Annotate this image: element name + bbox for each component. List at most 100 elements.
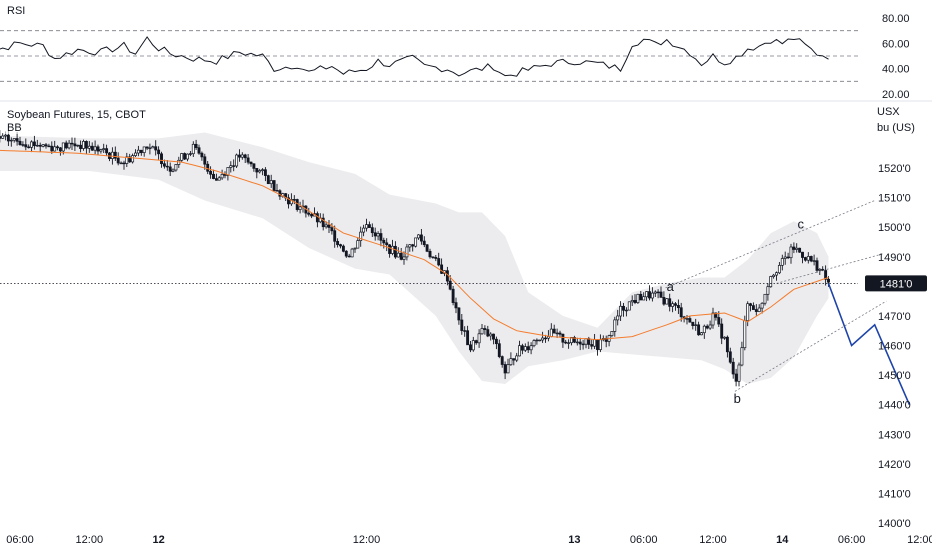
time-tick-label: 13 <box>568 534 580 546</box>
candle-body <box>535 339 539 342</box>
price-tick-label: 1470'0 <box>878 311 911 323</box>
candle-body <box>827 278 830 283</box>
candle-body <box>188 153 192 155</box>
candle-body <box>546 336 550 339</box>
candle-body <box>160 153 163 165</box>
candle-body <box>362 227 366 233</box>
candle-body <box>359 231 363 241</box>
candle-body <box>258 170 262 173</box>
candle-body <box>700 332 703 336</box>
candle-body <box>235 154 239 167</box>
candle-body <box>82 141 85 149</box>
candle-body <box>751 305 755 310</box>
candle-body <box>457 307 461 321</box>
candle-body <box>53 146 57 152</box>
candle-body <box>162 163 166 167</box>
rsi-tick-label: 60.00 <box>882 38 910 50</box>
wave-label[interactable]: c <box>798 217 805 232</box>
candle-body <box>223 174 227 176</box>
candle-body <box>705 325 709 329</box>
candle-body <box>572 337 576 343</box>
candle-body <box>503 364 507 374</box>
candle-body <box>30 141 33 148</box>
channel-line[interactable] <box>734 300 887 392</box>
candle-body <box>113 151 117 159</box>
candle-body <box>183 153 187 160</box>
candle-body <box>255 168 259 173</box>
price-tick-label: 1520'0 <box>878 163 911 175</box>
candle-body <box>79 144 83 149</box>
candle-body <box>685 318 689 320</box>
wave-label[interactable]: a <box>667 279 675 294</box>
candle-body <box>93 146 97 151</box>
channel-line[interactable] <box>665 200 875 289</box>
candle-body <box>47 145 51 148</box>
candle-body <box>463 330 467 332</box>
candle-body <box>1 135 5 139</box>
candle-body <box>131 155 135 163</box>
candle-body <box>798 247 802 253</box>
time-tick-label: 12:00 <box>76 534 104 546</box>
candle-body <box>777 265 781 274</box>
candle-body <box>734 373 738 382</box>
candle-body <box>73 143 77 147</box>
candle-body <box>431 256 435 258</box>
candle-body <box>90 145 94 151</box>
candle-body <box>645 291 649 298</box>
rsi-tick-label: 80.00 <box>882 13 910 25</box>
wave-label[interactable]: b <box>734 391 741 406</box>
candle-body <box>333 230 337 242</box>
candle-body <box>56 146 59 149</box>
candle-body <box>575 341 579 344</box>
candle-body <box>180 153 184 161</box>
price-tick-label: 1460'0 <box>878 341 911 353</box>
channel-lines <box>665 200 887 392</box>
candle-body <box>27 146 31 149</box>
candle-body <box>584 338 588 345</box>
candle-body <box>803 257 807 261</box>
candle-body <box>145 146 149 149</box>
candle-body <box>307 212 311 215</box>
candle-body <box>440 264 444 274</box>
candle-body <box>466 330 470 346</box>
price-axis: 1520'0 1510'0 1500'0 1490'0 1470'0 1460'0 1450… <box>878 163 911 530</box>
candle-body <box>220 174 224 179</box>
candle-body <box>203 156 207 165</box>
candle-body <box>815 260 819 271</box>
candle-body <box>795 247 799 250</box>
candle-body <box>119 162 123 165</box>
price-tick-label: 1500'0 <box>878 222 911 234</box>
candle-body <box>434 257 438 259</box>
candle-body <box>642 296 646 301</box>
candle-body <box>558 332 562 335</box>
candle-body <box>261 169 264 171</box>
current-price-label: 1481'0 <box>880 278 913 290</box>
candle-body <box>483 328 487 330</box>
candle-body <box>567 342 571 344</box>
rsi-tick-label: 40.00 <box>882 64 910 76</box>
candle-body <box>38 144 42 147</box>
candle-body <box>448 280 452 290</box>
candle-body <box>469 344 472 351</box>
candle-body <box>619 305 623 317</box>
candle-body <box>61 142 65 152</box>
candle-body <box>714 312 718 318</box>
candle-body <box>136 149 140 154</box>
candle-body <box>105 148 109 154</box>
candle-body <box>134 152 137 156</box>
candle-body <box>659 291 663 298</box>
candle-body <box>249 161 253 165</box>
candle-body <box>691 321 695 326</box>
bb-label: BB <box>7 122 22 134</box>
candle-body <box>298 206 302 210</box>
candle-body <box>555 332 559 335</box>
candle-body <box>769 276 773 288</box>
candlestick-series <box>0 130 830 387</box>
candle-body <box>613 319 617 332</box>
candle-body <box>110 151 114 159</box>
candle-body <box>321 217 325 228</box>
wave-labels: a b c <box>667 217 805 407</box>
candle-body <box>731 361 735 375</box>
candle-body <box>287 197 290 205</box>
